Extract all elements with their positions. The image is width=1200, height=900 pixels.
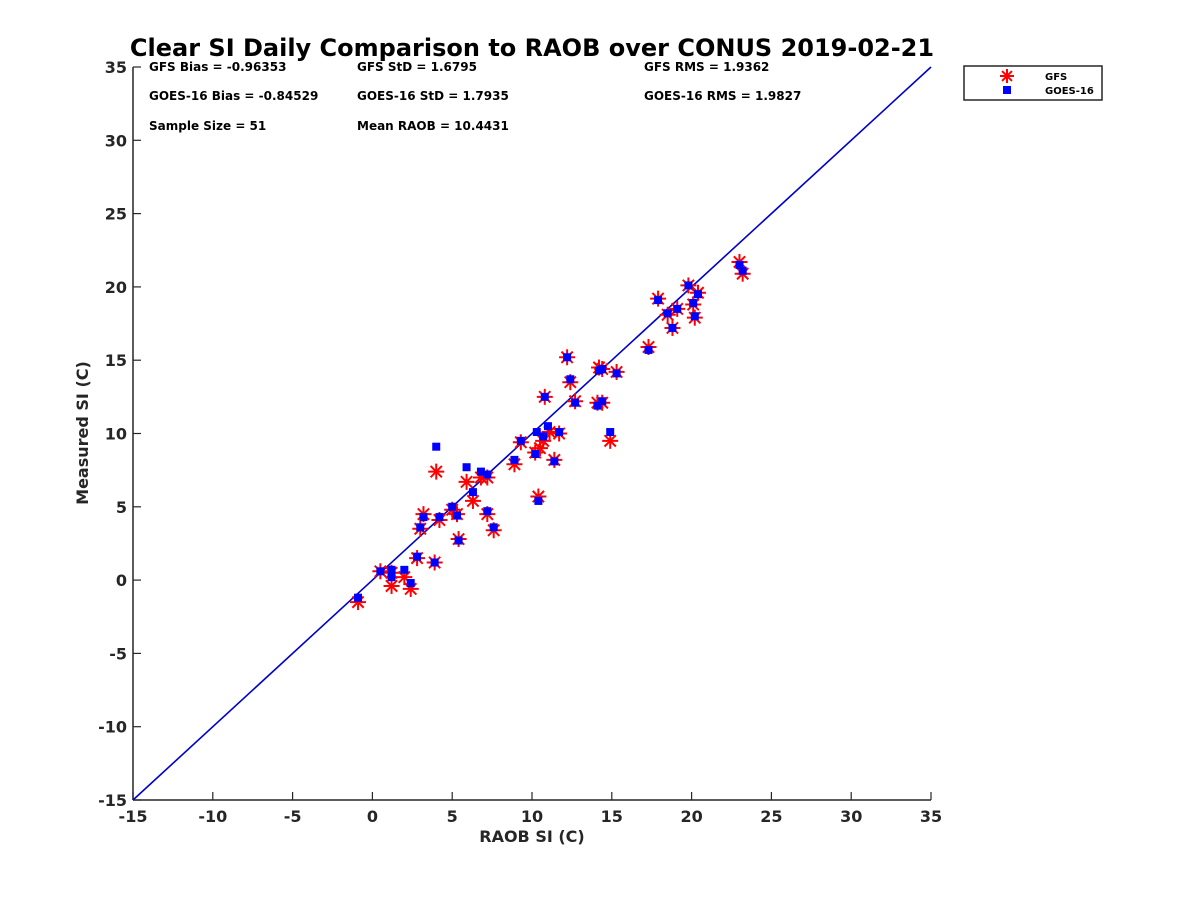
goes16-point <box>673 304 682 313</box>
x-axis-label: RAOB SI (C) <box>479 827 584 846</box>
series-gfs <box>350 253 751 611</box>
x-tick-label: 10 <box>521 807 543 826</box>
goes16-point <box>435 513 444 522</box>
goes16-point <box>516 436 525 445</box>
goes16-point <box>571 398 580 407</box>
y-tick-label: 25 <box>105 205 127 224</box>
y-tick-label: 0 <box>116 571 127 590</box>
stat-text: GOES-16 StD = 1.7935 <box>357 89 509 103</box>
goes16-point <box>540 392 549 401</box>
goes16-point <box>690 312 699 321</box>
goes16-point <box>400 565 409 574</box>
legend: GFS GOES-16 <box>963 65 1103 101</box>
goes16-point <box>416 523 425 532</box>
goes16-point <box>663 309 672 318</box>
goes16-point <box>543 422 552 431</box>
x-tick-label: -15 <box>119 807 148 826</box>
goes16-point <box>555 428 564 437</box>
y-tick-label: 15 <box>105 351 127 370</box>
goes16-point <box>534 496 543 505</box>
gfs-point <box>428 463 445 480</box>
goes16-point <box>738 266 747 275</box>
legend-label: GOES-16 <box>1045 86 1094 97</box>
goes16-point <box>593 401 602 410</box>
y-tick-label: 35 <box>105 58 127 77</box>
goes16-point <box>454 536 463 545</box>
goes16-point <box>476 467 485 476</box>
goes16-point <box>684 281 693 290</box>
stat-text: Sample Size = 51 <box>149 119 266 133</box>
y-tick-label: 10 <box>105 425 127 444</box>
goes16-point <box>452 511 461 520</box>
goes16-point <box>432 442 441 451</box>
goes16-point <box>735 260 744 269</box>
x-tick-label: 15 <box>601 807 623 826</box>
y-axis-label: Measured SI (C) <box>73 361 92 505</box>
x-tick-label: 35 <box>920 807 942 826</box>
goes16-point <box>354 593 363 602</box>
points-layer <box>350 253 751 611</box>
y-tick-label: -10 <box>98 718 127 737</box>
goes16-point <box>598 364 607 373</box>
legend-label: GFS <box>1045 72 1067 83</box>
goes16-point <box>489 523 498 532</box>
legend-box <box>963 65 1103 101</box>
goes16-point <box>566 375 575 384</box>
goes16-point <box>550 457 559 466</box>
goes16-point <box>419 513 428 522</box>
goes16-point <box>483 470 492 479</box>
legend-marker-gfs <box>1000 69 1014 83</box>
goes16-point <box>483 507 492 516</box>
goes16-point <box>413 552 422 561</box>
stat-text: GFS RMS = 1.9362 <box>644 60 769 74</box>
goes16-point <box>644 345 653 354</box>
goes16-point <box>468 488 477 497</box>
one-to-one-line <box>132 66 932 801</box>
stats-block: GFS Bias = -0.96353 GFS StD = 1.6795 GFS R… <box>149 60 801 133</box>
goes16-point <box>387 565 396 574</box>
x-tick-label: -5 <box>284 807 302 826</box>
reference-line-layer <box>132 66 932 801</box>
x-tick-label: 0 <box>367 807 378 826</box>
goes16-point <box>448 502 457 511</box>
goes16-point <box>598 397 607 406</box>
goes16-point <box>462 463 471 472</box>
stat-text: GOES-16 RMS = 1.9827 <box>644 89 801 103</box>
y-tick-label: -15 <box>98 791 127 810</box>
y-tick-label: 30 <box>105 131 127 150</box>
x-tick-label: 5 <box>447 807 458 826</box>
stat-text: Mean RAOB = 10.4431 <box>357 119 509 133</box>
stat-text: GOES-16 Bias = -0.84529 <box>149 89 318 103</box>
chart-title: Clear SI Daily Comparison to RAOB over C… <box>130 34 934 62</box>
goes16-point <box>689 299 698 308</box>
goes16-point <box>563 353 572 362</box>
x-tick-label: -10 <box>198 807 227 826</box>
goes16-point <box>531 450 540 459</box>
series-goes-16 <box>354 260 747 602</box>
axes: -15 -10 -5 0 5 10 15 20 25 30 35 -15 -10 -5 0 5 10 15 20 25… <box>98 58 942 826</box>
y-tick-label: -5 <box>109 644 127 663</box>
goes16-point <box>532 428 541 437</box>
y-tick-label: 20 <box>105 278 127 297</box>
goes16-point <box>606 428 615 437</box>
goes16-point <box>693 290 702 299</box>
x-tick-label: 20 <box>680 807 702 826</box>
goes16-point <box>430 558 439 567</box>
goes16-point <box>510 455 519 464</box>
x-tick-label: 25 <box>760 807 782 826</box>
goes16-point <box>612 369 621 378</box>
goes16-point <box>387 573 396 582</box>
gfs-point <box>458 473 475 490</box>
stat-text: GFS StD = 1.6795 <box>357 60 477 74</box>
y-tick-label: 5 <box>116 498 127 517</box>
stat-text: GFS Bias = -0.96353 <box>149 60 286 74</box>
goes16-point <box>376 567 385 576</box>
legend-marker-goes16 <box>1003 86 1011 94</box>
goes16-point <box>406 579 415 588</box>
goes16-point <box>654 296 663 305</box>
goes16-point <box>668 323 677 332</box>
goes16-point <box>539 432 548 441</box>
x-tick-label: 30 <box>840 807 862 826</box>
